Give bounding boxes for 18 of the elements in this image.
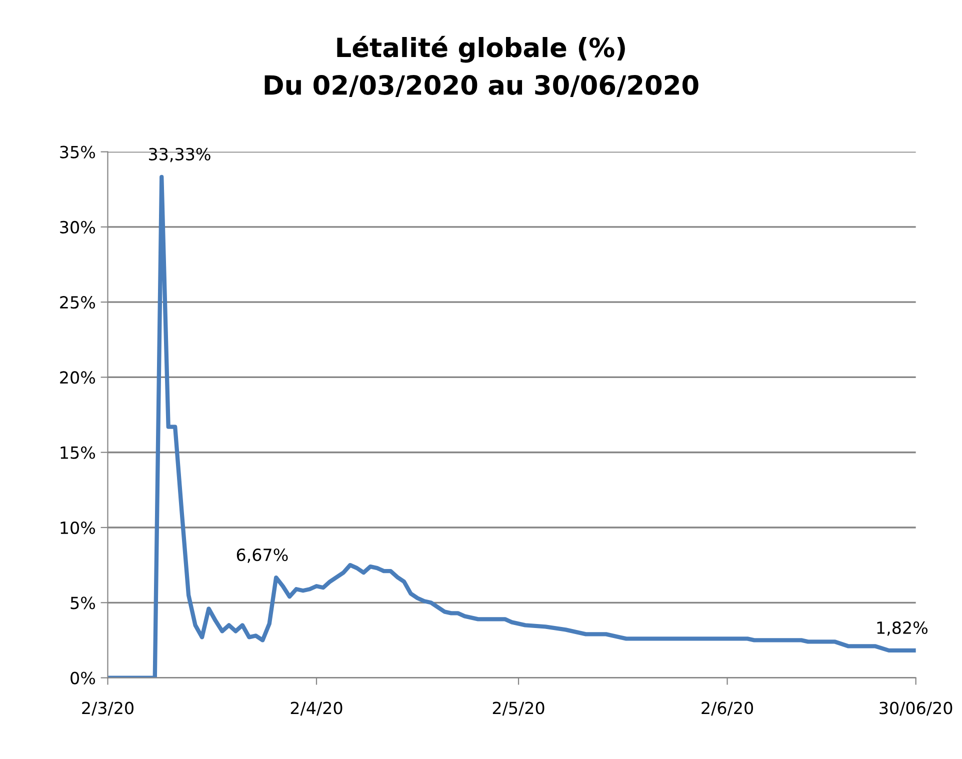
y-tick-label: 25% (60, 296, 96, 309)
y-tick-label: 20% (60, 371, 96, 384)
y-tick-label: 5% (70, 596, 96, 610)
x-tick-label: 2/6/20 (702, 702, 753, 716)
y-tick-label: 0% (70, 672, 96, 684)
annotation: 6,67% (236, 548, 288, 563)
annotation: 1,82% (877, 621, 928, 636)
y-tick-label: 10% (60, 521, 96, 534)
annotation: 33,33% (149, 148, 210, 162)
y-tick-label: 35% (60, 146, 96, 158)
x-tick-label: 2/3/20 (82, 702, 134, 716)
x-tick-label: 2/5/20 (492, 702, 544, 716)
chart-subtitle: Du 02/03/2020 au 30/06/2020 (264, 74, 698, 98)
y-tick-label: 15% (60, 446, 96, 459)
x-tick-label: 30/06/20 (880, 702, 952, 716)
x-tick-label: 2/4/20 (290, 702, 342, 716)
y-tick-label: 30% (60, 220, 96, 234)
chart-title: Létalité globale (%) (337, 36, 625, 63)
